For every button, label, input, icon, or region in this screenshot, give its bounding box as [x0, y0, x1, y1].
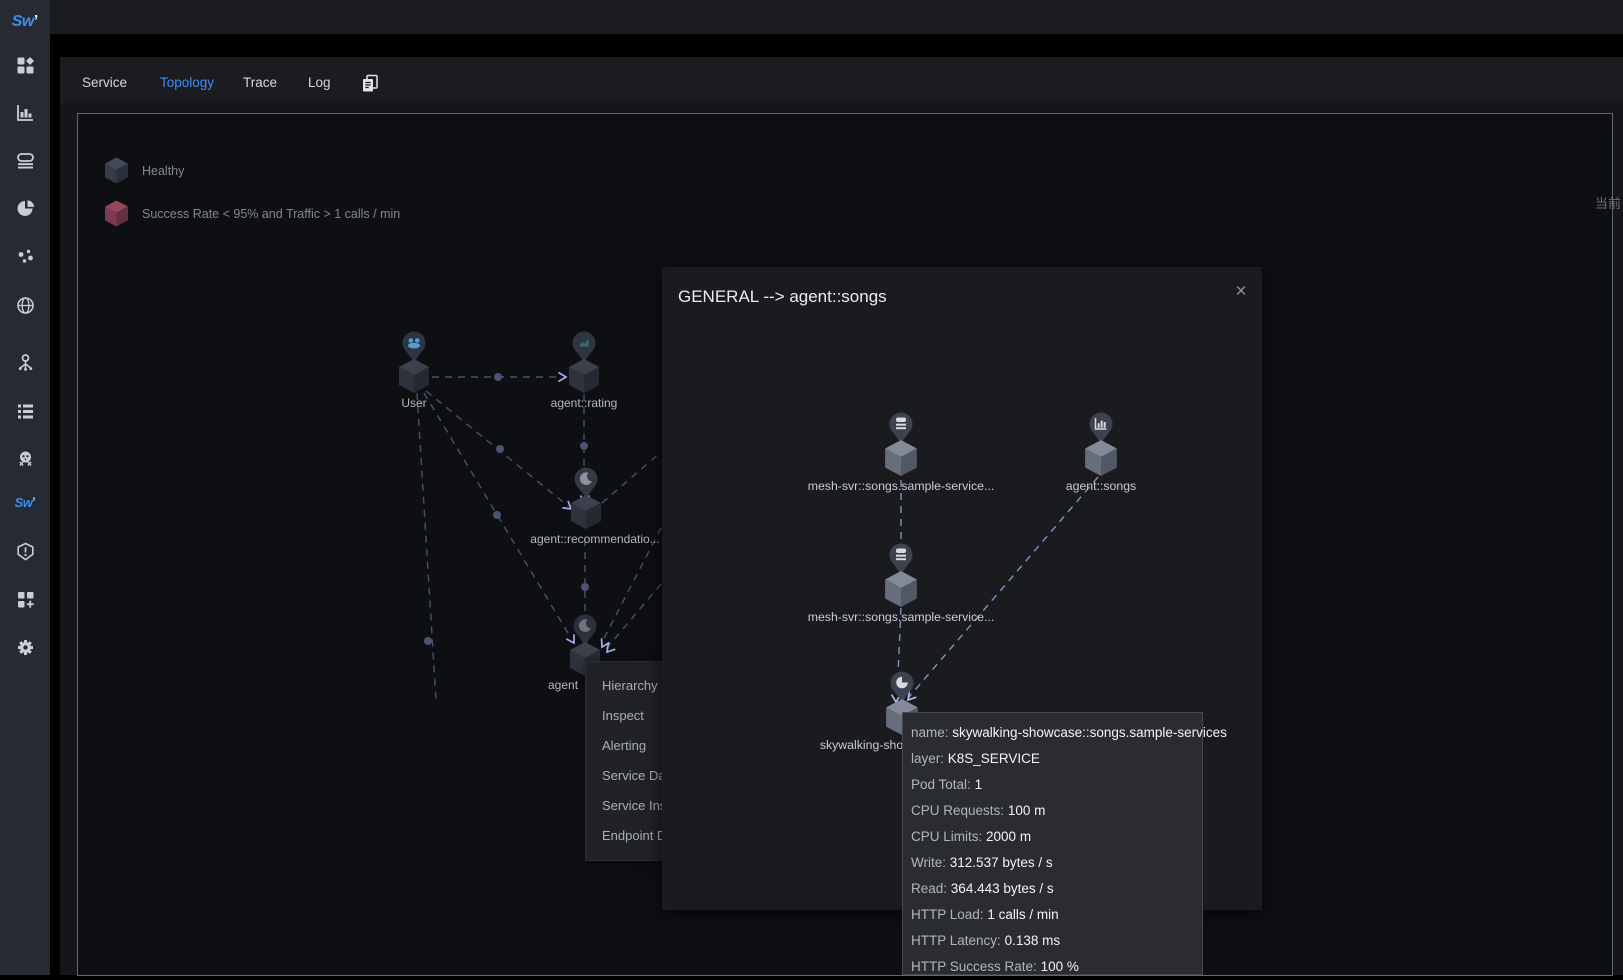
- profiling-icon[interactable]: [0, 440, 50, 476]
- service-cube: [885, 440, 917, 476]
- settings-gear-icon[interactable]: [0, 629, 50, 665]
- copy-docs-icon[interactable]: [361, 74, 379, 98]
- node-label: skywalking-show: [819, 738, 913, 752]
- pie-chart-icon[interactable]: [0, 190, 50, 226]
- node-label: agent::songs: [1065, 479, 1137, 493]
- tab-trace[interactable]: Trace: [243, 75, 278, 90]
- tooltip-row: CPU Requests: 100 m: [911, 803, 1046, 818]
- modal-title: GENERAL --> agent::songs: [678, 287, 887, 306]
- modal-node-mesh-svr-2[interactable]: mesh-svr::songs.sample-service...: [808, 543, 994, 624]
- database-pin-icon: [889, 412, 913, 443]
- service-cube: [399, 359, 429, 393]
- menu-item-hierarchy[interactable]: Hierarchy Se: [602, 678, 678, 693]
- sidebar: Sw’ Sw’: [0, 0, 50, 975]
- tooltip-row: HTTP Load: 1 calls / min: [911, 907, 1059, 922]
- header-bar: [50, 0, 1623, 34]
- menu-item-service-dashboard[interactable]: Service Das: [602, 768, 673, 783]
- tooltip-row: Read: 364.443 bytes / s: [911, 881, 1054, 896]
- dashboard-icon[interactable]: [0, 47, 50, 83]
- node-label: agent::recommendatio...: [530, 532, 660, 546]
- menu-item-service-instance[interactable]: Service Insta: [602, 798, 678, 813]
- close-icon[interactable]: ×: [1235, 281, 1247, 302]
- service-metrics-tooltip: name: skywalking-showcase::songs.sample-…: [902, 712, 1227, 975]
- globe-icon[interactable]: [0, 287, 50, 323]
- shield-alert-icon[interactable]: [0, 533, 50, 569]
- bar-chart-icon[interactable]: [0, 94, 50, 130]
- modal-node-mesh-svr-1[interactable]: mesh-svr::songs.sample-service...: [808, 412, 994, 493]
- node-agent-rating[interactable]: agent::rating: [514, 331, 654, 410]
- node-label: mesh-svr::songs.sample-service...: [807, 479, 995, 493]
- legend-healthy: Healthy: [105, 157, 184, 184]
- menu-item-alerting[interactable]: Alerting: [602, 738, 647, 753]
- skywalking-logo[interactable]: Sw’: [11, 13, 39, 30]
- tab-log[interactable]: Log: [308, 75, 331, 90]
- node-label-agent: agent: [548, 678, 579, 692]
- service-cube: [571, 495, 601, 529]
- node-user[interactable]: User: [344, 331, 484, 410]
- bars-pin-icon: [1089, 412, 1113, 443]
- tooltip-row: CPU Limits: 2000 m: [911, 829, 1032, 844]
- users-pin-icon: [402, 331, 426, 362]
- tooltip-row: layer: K8S_SERVICE: [911, 751, 1040, 766]
- legend-unhealthy: Success Rate < 95% and Traffic > 1 calls…: [105, 200, 400, 227]
- tooltip-row: name: skywalking-showcase::songs.sample-…: [911, 725, 1227, 740]
- node-agent-recommendation[interactable]: agent::recommendatio...: [516, 467, 660, 546]
- tooltip-row: Write: 312.537 bytes / s: [911, 855, 1053, 870]
- service-cube: [885, 571, 917, 607]
- tooltip-row: HTTP Latency: 0.138 ms: [911, 933, 1061, 948]
- service-cube: [569, 359, 599, 393]
- widgets-add-icon[interactable]: [0, 581, 50, 617]
- node-label: mesh-svr::songs.sample-service...: [807, 610, 995, 624]
- menu-item-endpoint-dashboard[interactable]: Endpoint Da: [602, 828, 674, 843]
- sidebar-sw-logo[interactable]: Sw’: [14, 494, 36, 510]
- legend-healthy-label: Healthy: [142, 163, 185, 178]
- modal-node-agent-songs[interactable]: agent::songs: [1031, 412, 1171, 493]
- service-mesh-icon[interactable]: [0, 344, 50, 380]
- list-icon[interactable]: [0, 393, 50, 429]
- current-time-note: 当前: [1595, 196, 1622, 211]
- node-label: agent::rating: [550, 396, 618, 410]
- tooltip-row: HTTP Success Rate: 100 %: [911, 959, 1079, 974]
- tab-bar: [60, 57, 1623, 103]
- healthy-cube-icon: [105, 157, 128, 184]
- legend-unhealthy-label: Success Rate < 95% and Traffic > 1 calls…: [142, 206, 401, 221]
- unhealthy-cube-icon: [105, 200, 128, 227]
- menu-item-inspect[interactable]: Inspect: [602, 708, 644, 723]
- tab-service[interactable]: Service: [82, 75, 128, 90]
- cluster-icon[interactable]: [0, 238, 50, 274]
- tab-topology[interactable]: Topology: [160, 75, 215, 90]
- crescent-pin-icon: [574, 467, 598, 498]
- node-label: User: [401, 396, 427, 410]
- tooltip-row: Pod Total: 1: [911, 777, 983, 792]
- service-cube: [1085, 440, 1117, 476]
- database-icon[interactable]: [0, 142, 50, 178]
- chart-pin-icon: [572, 331, 596, 362]
